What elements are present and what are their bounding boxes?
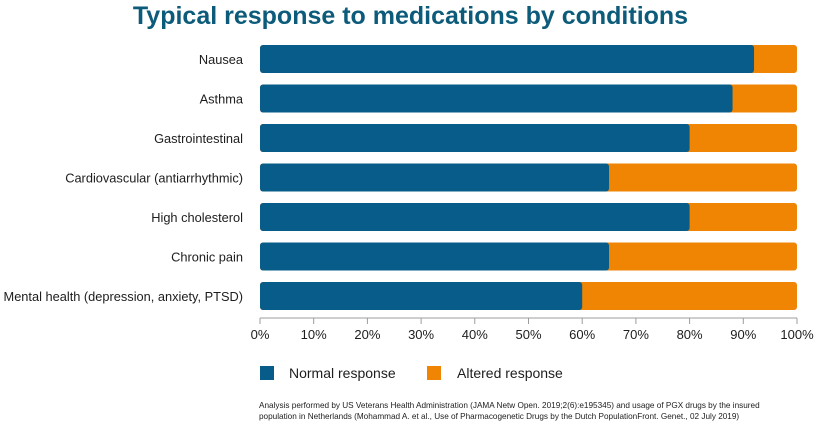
footnote-line-2: population in Netherlands (Mohammad A. e… bbox=[259, 412, 740, 421]
category-label-0: Nausea bbox=[199, 52, 244, 67]
x-tick-label-10: 100% bbox=[780, 327, 814, 342]
x-tick-label-5: 50% bbox=[515, 327, 541, 342]
x-tick-label-4: 40% bbox=[462, 327, 488, 342]
bar-normal-4 bbox=[260, 203, 690, 231]
category-label-6: Mental health (depression, anxiety, PTSD… bbox=[4, 289, 243, 304]
footnote-line-1: Analysis performed by US Veterans Health… bbox=[259, 401, 760, 410]
bar-normal-0 bbox=[260, 45, 755, 73]
bar-normal-3 bbox=[260, 163, 610, 192]
x-tick-label-8: 80% bbox=[677, 327, 703, 342]
bar-normal-5 bbox=[260, 242, 610, 271]
category-label-5: Chronic pain bbox=[171, 250, 243, 265]
footnote: Analysis performed by US Veterans Health… bbox=[259, 400, 819, 422]
category-label-3: Cardiovascular (antiarrhythmic) bbox=[65, 171, 243, 186]
x-tick-label-0: 0% bbox=[251, 327, 270, 342]
category-label-2: Gastrointestinal bbox=[154, 131, 243, 146]
legend-label-altered: Altered response bbox=[457, 365, 563, 381]
bar-normal-6 bbox=[260, 282, 583, 310]
legend-swatch-altered bbox=[427, 366, 441, 380]
x-tick-label-3: 30% bbox=[408, 327, 434, 342]
x-tick-label-6: 60% bbox=[569, 327, 595, 342]
category-label-1: Asthma bbox=[200, 92, 244, 107]
bar-normal-2 bbox=[260, 124, 690, 152]
legend-label-normal: Normal response bbox=[289, 365, 396, 381]
bar-normal-1 bbox=[260, 84, 733, 113]
x-tick-label-7: 70% bbox=[623, 327, 649, 342]
category-label-4: High cholesterol bbox=[151, 210, 243, 225]
chart-title: Typical response to medications by condi… bbox=[132, 2, 689, 30]
legend-swatch-normal bbox=[260, 366, 274, 380]
x-tick-label-9: 90% bbox=[730, 327, 756, 342]
x-tick-label-1: 10% bbox=[301, 327, 327, 342]
x-tick-label-2: 20% bbox=[354, 327, 380, 342]
